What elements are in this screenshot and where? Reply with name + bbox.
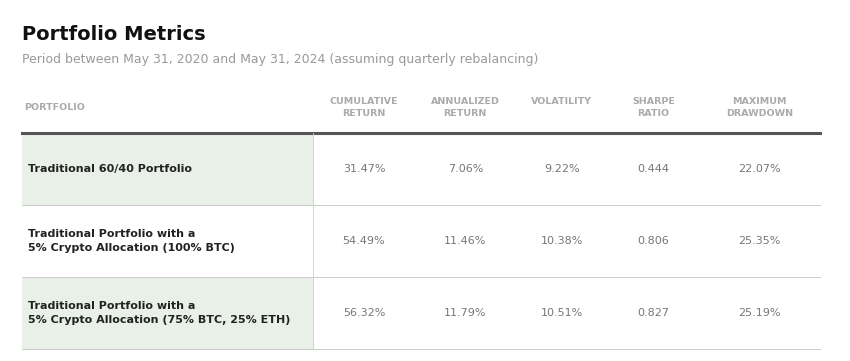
Text: 25.19%: 25.19% <box>739 308 781 318</box>
Text: 25.35%: 25.35% <box>739 236 781 246</box>
Text: 31.47%: 31.47% <box>343 164 385 174</box>
Text: VOLATILITY: VOLATILITY <box>531 97 592 106</box>
Text: Portfolio Metrics: Portfolio Metrics <box>22 25 206 44</box>
Text: Traditional Portfolio with a
5% Crypto Allocation (75% BTC, 25% ETH): Traditional Portfolio with a 5% Crypto A… <box>28 301 291 325</box>
Text: PORTFOLIO: PORTFOLIO <box>24 103 85 112</box>
Text: 9.22%: 9.22% <box>544 164 580 174</box>
Text: 0.444: 0.444 <box>638 164 670 174</box>
Text: 10.51%: 10.51% <box>541 308 583 318</box>
Text: 22.07%: 22.07% <box>739 164 781 174</box>
Text: 54.49%: 54.49% <box>343 236 385 246</box>
Text: 0.806: 0.806 <box>638 236 670 246</box>
Text: Traditional Portfolio with a
5% Crypto Allocation (100% BTC): Traditional Portfolio with a 5% Crypto A… <box>28 229 235 253</box>
Text: ANNUALIZED
RETURN: ANNUALIZED RETURN <box>431 97 500 118</box>
Text: Period between May 31, 2020 and May 31, 2024 (assuming quarterly rebalancing): Period between May 31, 2020 and May 31, … <box>22 53 538 66</box>
Text: 10.38%: 10.38% <box>541 236 583 246</box>
Text: Traditional 60/40 Portfolio: Traditional 60/40 Portfolio <box>28 164 192 174</box>
Text: MAXIMUM
DRAWDOWN: MAXIMUM DRAWDOWN <box>726 97 793 118</box>
Text: 56.32%: 56.32% <box>343 308 385 318</box>
Text: 0.827: 0.827 <box>638 308 670 318</box>
Text: CUMULATIVE
RETURN: CUMULATIVE RETURN <box>330 97 399 118</box>
Text: SHARPE
RATIO: SHARPE RATIO <box>632 97 675 118</box>
Text: 11.79%: 11.79% <box>444 308 486 318</box>
Text: 7.06%: 7.06% <box>448 164 483 174</box>
Text: 11.46%: 11.46% <box>444 236 486 246</box>
